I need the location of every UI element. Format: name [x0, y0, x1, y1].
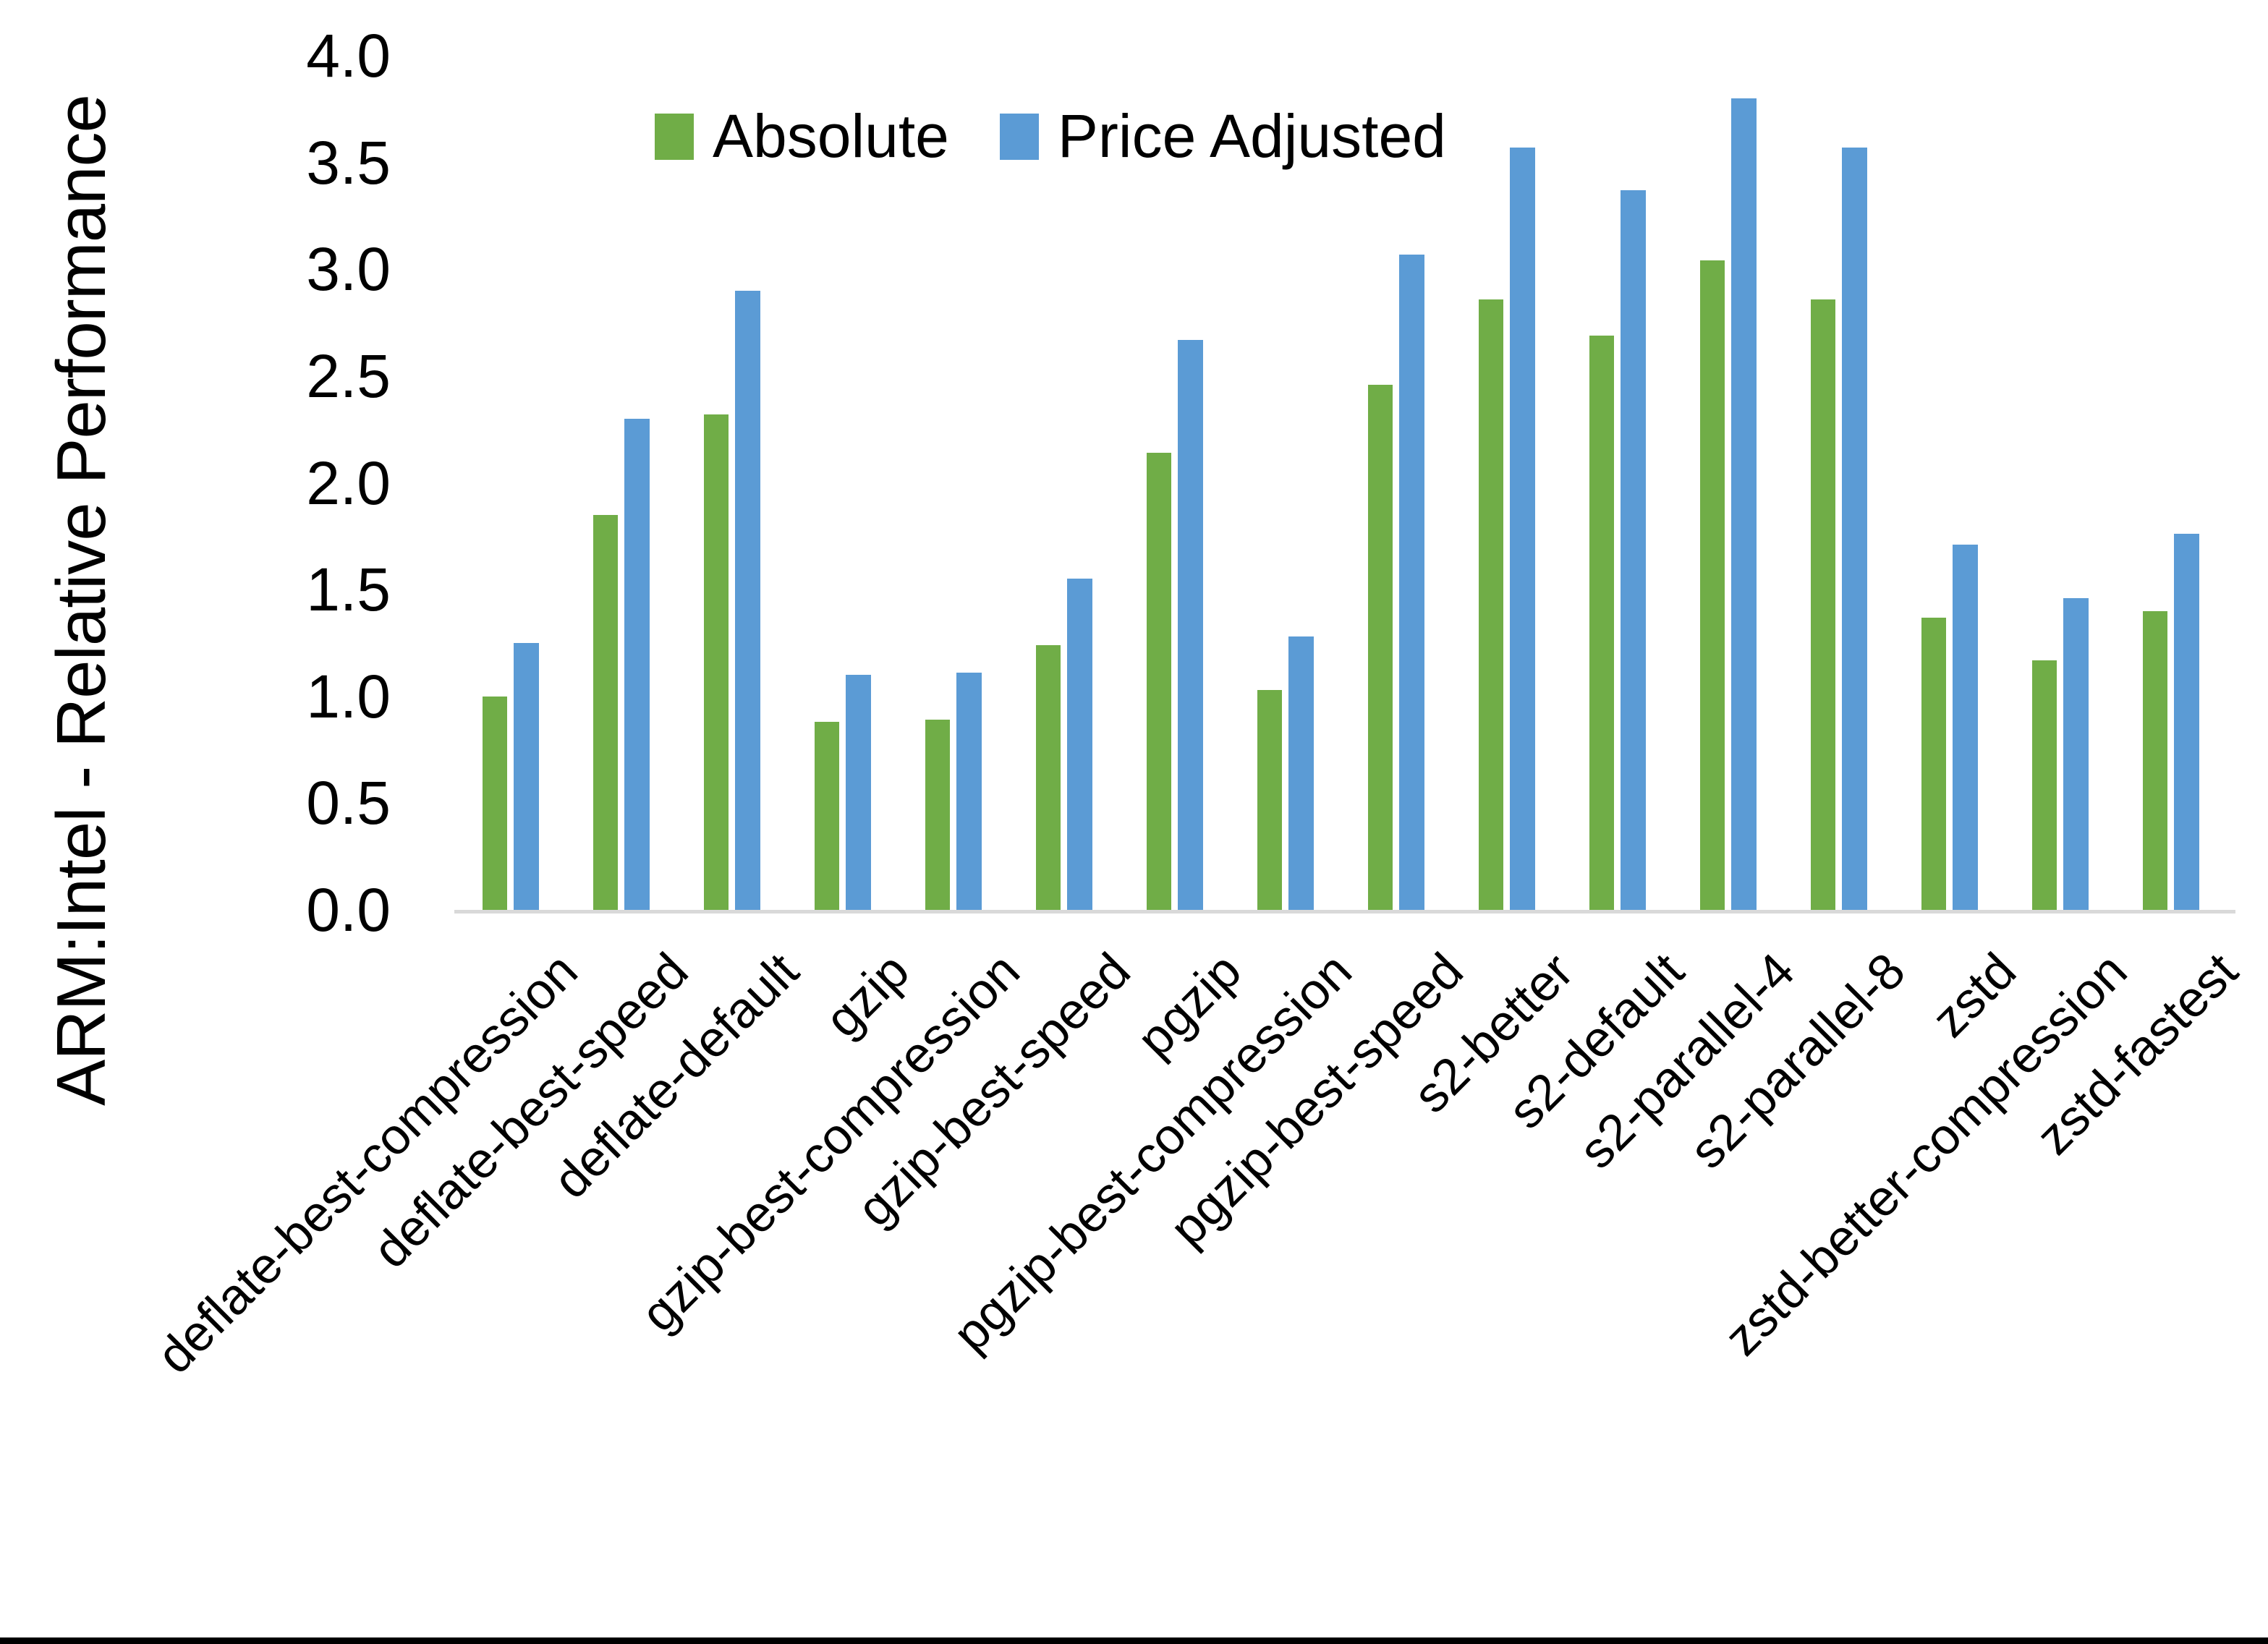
- legend-label-absolute: Absolute: [713, 102, 949, 170]
- bar-price-adjusted: [1399, 255, 1424, 910]
- bar-absolute: [593, 515, 618, 910]
- bar-absolute: [2143, 611, 2167, 910]
- bar-absolute: [1811, 299, 1835, 910]
- bar-price-adjusted: [1510, 148, 1535, 910]
- y-tick-label: 1.0: [306, 663, 391, 731]
- bar-absolute: [1700, 260, 1725, 910]
- bar-absolute: [925, 720, 950, 910]
- bar-price-adjusted: [1731, 98, 1757, 910]
- x-axis-line: [454, 910, 2235, 913]
- x-category-label: deflate-best-compression: [145, 942, 588, 1384]
- bar-absolute: [1368, 385, 1393, 910]
- y-tick-label: 3.0: [306, 235, 391, 303]
- bar-absolute: [1147, 453, 1171, 910]
- y-tick-label: 4.0: [306, 22, 391, 90]
- bar-price-adjusted: [514, 643, 539, 910]
- y-tick-label: 0.0: [306, 876, 391, 944]
- legend-swatch-absolute-icon: [655, 113, 694, 160]
- legend-item-absolute: Absolute: [655, 101, 949, 171]
- bar-price-adjusted: [1842, 148, 1867, 910]
- y-tick-label: 0.5: [306, 769, 391, 837]
- bar-price-adjusted: [1067, 579, 1092, 910]
- y-tick-label: 2.0: [306, 449, 391, 517]
- bar-absolute: [1036, 645, 1061, 910]
- y-tick-label: 2.5: [306, 342, 391, 410]
- bar-absolute: [2032, 660, 2057, 910]
- bar-absolute: [815, 722, 839, 910]
- bar-price-adjusted: [846, 675, 871, 910]
- bar-price-adjusted: [735, 291, 760, 910]
- legend-label-price-adjusted: Price Adjusted: [1057, 102, 1446, 170]
- bar-absolute: [483, 697, 507, 910]
- bar-absolute: [1257, 690, 1282, 910]
- bar-price-adjusted: [1178, 340, 1203, 910]
- bar-price-adjusted: [956, 673, 982, 910]
- bar-absolute: [1479, 299, 1503, 910]
- bar-price-adjusted: [2063, 598, 2089, 910]
- bar-price-adjusted: [2174, 534, 2199, 910]
- bar-price-adjusted: [624, 419, 650, 910]
- bar-absolute: [704, 414, 729, 910]
- bottom-border: [0, 1637, 2268, 1644]
- bar-price-adjusted: [1953, 545, 1978, 910]
- y-tick-label: 1.5: [306, 555, 391, 623]
- y-tick-label: 3.5: [306, 129, 391, 197]
- legend: Absolute Price Adjusted: [655, 101, 1446, 171]
- bar-absolute: [1921, 618, 1946, 910]
- bar-price-adjusted: [1288, 636, 1314, 910]
- legend-swatch-price-adjusted-icon: [999, 113, 1039, 160]
- bar-absolute: [1589, 336, 1614, 910]
- bar-price-adjusted: [1621, 190, 1646, 910]
- legend-item-price-adjusted: Price Adjusted: [999, 101, 1446, 171]
